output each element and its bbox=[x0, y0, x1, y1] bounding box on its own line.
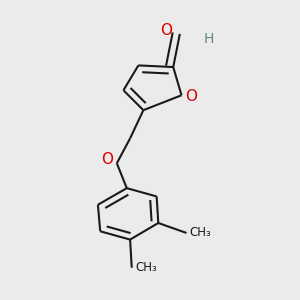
Text: CH₃: CH₃ bbox=[135, 261, 157, 274]
Text: H: H bbox=[204, 32, 214, 46]
Text: O: O bbox=[160, 23, 172, 38]
Text: O: O bbox=[185, 89, 197, 104]
Text: O: O bbox=[101, 152, 113, 167]
Text: CH₃: CH₃ bbox=[190, 226, 212, 239]
